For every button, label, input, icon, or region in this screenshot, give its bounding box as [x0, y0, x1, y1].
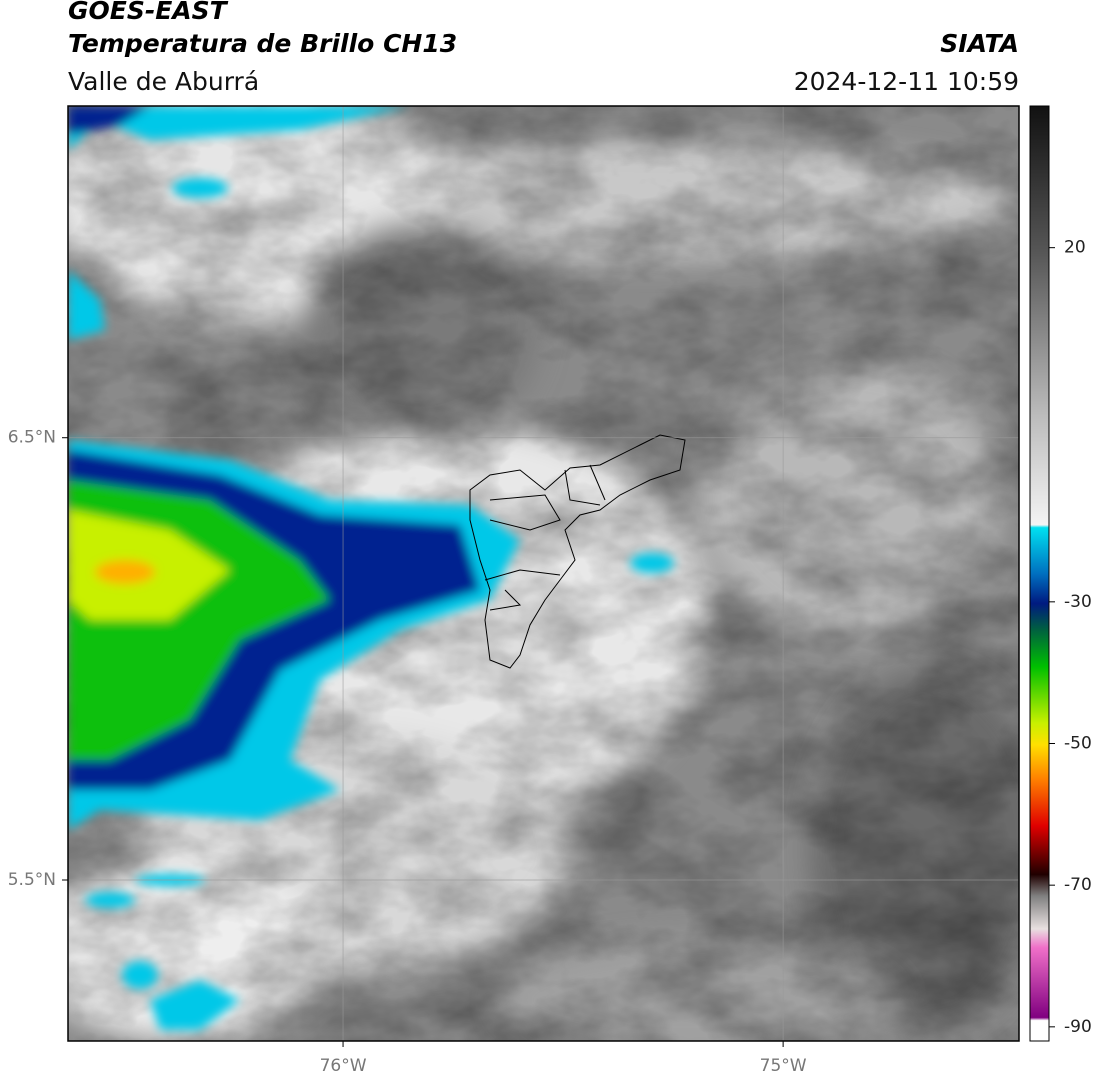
graticule: [68, 106, 1019, 1041]
timestamp: 2024-12-11 10:59: [794, 67, 1019, 96]
colorbar-tick-label: 20: [1064, 238, 1086, 258]
subtitle: Temperatura de Brillo CH13: [68, 29, 457, 58]
lon-tick-label: 76°W: [320, 1056, 367, 1076]
colorbar: [1029, 105, 1050, 1042]
map-frame: [67, 105, 1020, 1042]
lat-tick-label: 5.5°N: [8, 870, 56, 890]
region: Valle de Aburrá: [68, 67, 259, 96]
lat-tick-label: 6.5°N: [8, 428, 56, 448]
title: GOES-EAST: [68, 0, 229, 25]
colorbar-tick-label: -90: [1064, 1017, 1092, 1037]
colorbar-tick-label: -50: [1064, 734, 1092, 754]
lon-tick-label: 75°W: [760, 1056, 807, 1076]
colorbar-tick-label: -70: [1064, 875, 1092, 895]
map-imagery: [68, 106, 1019, 1041]
colorbar-tick-label: -30: [1064, 592, 1092, 612]
municipal-boundaries: [469, 434, 686, 669]
source: SIATA: [940, 29, 1019, 58]
